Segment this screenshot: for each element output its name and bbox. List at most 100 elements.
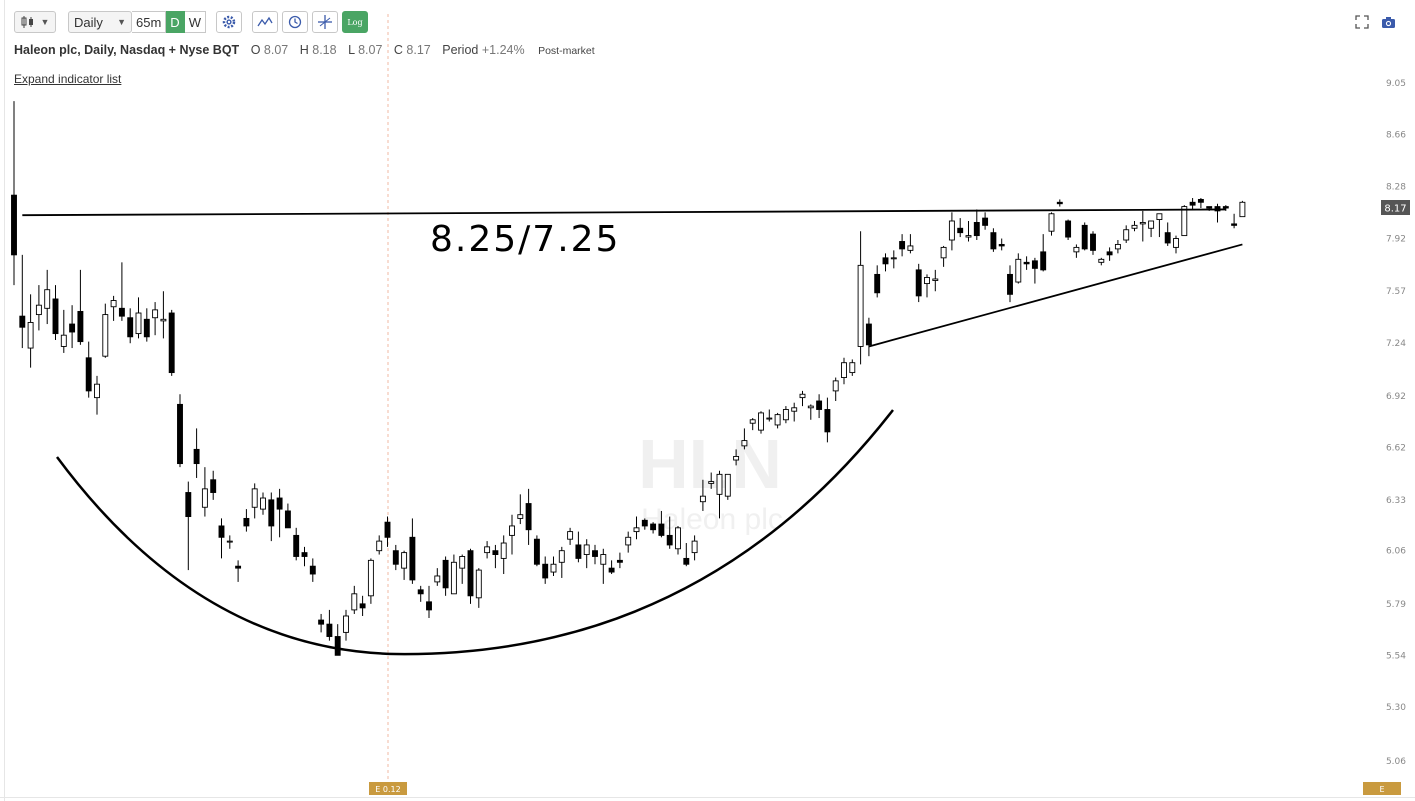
candle-body bbox=[550, 563, 557, 573]
candle-body bbox=[1222, 206, 1229, 209]
y-tick-label: 5.79 bbox=[1386, 600, 1406, 610]
instrument-name: Haleon plc, Daily, Nasdaq + Nyse BQT bbox=[14, 43, 240, 57]
candle-body bbox=[367, 559, 374, 597]
candle-body bbox=[210, 479, 217, 493]
low-label: L bbox=[348, 43, 355, 57]
candle-body bbox=[857, 264, 864, 347]
candle-body bbox=[442, 559, 449, 589]
candle-body bbox=[1065, 220, 1072, 238]
candle-body bbox=[85, 357, 92, 392]
candle-body bbox=[841, 362, 847, 378]
candle-body bbox=[1040, 251, 1047, 271]
candle-body bbox=[284, 510, 291, 529]
candle-body bbox=[193, 448, 200, 465]
low-value: 8.07 bbox=[358, 43, 383, 57]
candle-body bbox=[1123, 229, 1130, 241]
candle-body bbox=[1114, 243, 1121, 250]
drawing-tools-button[interactable] bbox=[251, 11, 278, 33]
candle-body bbox=[44, 289, 51, 309]
candle-body bbox=[874, 273, 881, 294]
candle-body bbox=[741, 440, 748, 447]
candle-body bbox=[973, 221, 980, 237]
post-market-label: Post-market bbox=[538, 45, 595, 57]
candle-body bbox=[392, 550, 399, 565]
candle-body bbox=[890, 257, 897, 260]
period-label: Period bbox=[442, 43, 479, 57]
candle-body bbox=[932, 278, 939, 281]
candle-body bbox=[27, 322, 34, 349]
candle-body bbox=[1090, 233, 1096, 251]
candle-body bbox=[509, 525, 515, 536]
replay-button[interactable] bbox=[281, 11, 308, 33]
candle-body bbox=[343, 615, 349, 633]
candle-body bbox=[948, 220, 955, 241]
candle-body bbox=[592, 550, 598, 557]
candle-body bbox=[1173, 238, 1179, 248]
interval-value: Daily bbox=[74, 14, 103, 30]
interval-65m-button[interactable]: 65m bbox=[132, 11, 167, 33]
candle-body bbox=[907, 245, 914, 251]
candle-body bbox=[226, 540, 233, 543]
candle-body bbox=[127, 317, 134, 338]
last-price-text: 8.17 bbox=[1384, 204, 1406, 215]
candle-body bbox=[1231, 223, 1238, 226]
candle-body bbox=[417, 589, 424, 595]
watermark: HLN Haleon plc bbox=[638, 425, 783, 536]
candle-body bbox=[517, 514, 524, 519]
candlestick-icon bbox=[21, 16, 33, 28]
candle-body bbox=[1098, 258, 1105, 263]
candle-body bbox=[708, 481, 715, 484]
candle-body bbox=[492, 550, 499, 555]
chart-toolbar: ▼ Daily ▼ 65m D W Log bbox=[14, 10, 368, 34]
chart-type-dropdown[interactable]: ▼ bbox=[14, 11, 56, 33]
candle-body bbox=[326, 623, 333, 637]
candle-body bbox=[52, 298, 59, 335]
y-tick-label: 6.06 bbox=[1386, 547, 1406, 557]
interval-daily-button[interactable]: D bbox=[166, 11, 185, 33]
candle-body bbox=[218, 525, 225, 538]
candle-body bbox=[1106, 251, 1113, 256]
future-earnings-text: E bbox=[1379, 785, 1384, 794]
interval-dropdown[interactable]: Daily ▼ bbox=[68, 11, 132, 33]
crosshair-button[interactable] bbox=[311, 11, 338, 33]
candle-body bbox=[185, 492, 192, 518]
candle-body bbox=[251, 488, 258, 508]
expand-indicator-list-link[interactable]: Expand indicator list bbox=[14, 72, 122, 86]
candle-body bbox=[782, 409, 789, 421]
candle-body bbox=[575, 544, 582, 559]
trendline[interactable] bbox=[868, 243, 1243, 348]
screenshot-button[interactable] bbox=[1380, 14, 1396, 30]
candle-body bbox=[152, 309, 159, 319]
candle-body bbox=[475, 569, 482, 599]
future-earnings-badge: E bbox=[1363, 782, 1401, 795]
log-label: Log bbox=[347, 17, 363, 27]
candle-body bbox=[766, 417, 773, 420]
candle-body bbox=[600, 554, 607, 565]
candle-body bbox=[1139, 221, 1146, 225]
candle-body bbox=[915, 269, 922, 297]
settings-button[interactable] bbox=[215, 11, 242, 33]
candle-body bbox=[733, 456, 740, 461]
candle-body bbox=[542, 563, 549, 579]
cup-curve bbox=[55, 409, 894, 656]
candle-body bbox=[102, 314, 109, 357]
trendline[interactable] bbox=[22, 208, 1226, 217]
fullscreen-button[interactable] bbox=[1354, 14, 1370, 30]
candle-body bbox=[135, 312, 142, 335]
candle-body bbox=[758, 412, 764, 431]
candle-body bbox=[658, 523, 665, 536]
candle-body bbox=[982, 217, 989, 226]
candle-body bbox=[957, 227, 964, 234]
candle-body bbox=[865, 323, 872, 346]
log-scale-toggle[interactable]: Log bbox=[341, 11, 368, 33]
candle-body bbox=[824, 409, 831, 433]
candle-body bbox=[35, 304, 42, 316]
candle-body bbox=[1015, 258, 1022, 283]
y-tick-label: 6.33 bbox=[1386, 496, 1406, 506]
candle-body bbox=[359, 603, 366, 609]
last-price-badge: 8.17 bbox=[1381, 200, 1410, 215]
interval-weekly-button[interactable]: W bbox=[184, 11, 206, 33]
candle-body bbox=[450, 561, 457, 595]
candle-body bbox=[77, 310, 84, 343]
